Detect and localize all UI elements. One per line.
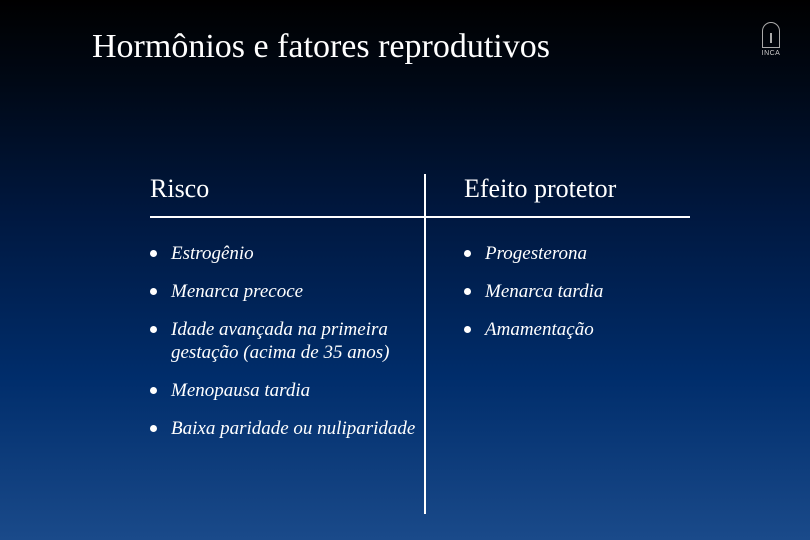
list-item-text: Baixa paridade ou nuliparidade	[171, 417, 415, 441]
list-item: Amamentação	[464, 318, 730, 342]
risk-list: Estrogênio Menarca precoce Idade avançad…	[150, 242, 416, 441]
list-item: Progesterona	[464, 242, 730, 266]
bullet-icon	[464, 250, 471, 257]
list-item-text: Estrogênio	[171, 242, 254, 266]
horizontal-divider	[150, 216, 690, 218]
column-header-risk: Risco	[150, 174, 416, 212]
list-item-text: Menarca tardia	[485, 280, 603, 304]
column-header-protective: Efeito protetor	[464, 174, 730, 212]
bullet-icon	[464, 326, 471, 333]
bullet-icon	[150, 288, 157, 295]
protective-list: Progesterona Menarca tardia Amamentação	[464, 242, 730, 341]
list-item-text: Menopausa tardia	[171, 379, 310, 403]
list-item: Menopausa tardia	[150, 379, 416, 403]
slide-title: Hormônios e fatores reprodutivos	[92, 28, 550, 66]
vertical-divider	[424, 174, 426, 514]
bullet-icon	[150, 387, 157, 394]
list-item-text: Progesterona	[485, 242, 587, 266]
logo-icon	[762, 22, 780, 48]
list-item: Menarca precoce	[150, 280, 416, 304]
bullet-icon	[464, 288, 471, 295]
list-item-text: Amamentação	[485, 318, 594, 342]
list-item: Menarca tardia	[464, 280, 730, 304]
logo-text: INCA	[762, 50, 781, 57]
list-item: Idade avançada na primeira gestação (aci…	[150, 318, 416, 366]
bullet-icon	[150, 326, 157, 333]
list-item: Estrogênio	[150, 242, 416, 266]
list-item-text: Idade avançada na primeira gestação (aci…	[171, 318, 416, 366]
bullet-icon	[150, 250, 157, 257]
bullet-icon	[150, 425, 157, 432]
list-item-text: Menarca precoce	[171, 280, 303, 304]
inca-logo: INCA	[756, 18, 786, 60]
list-item: Baixa paridade ou nuliparidade	[150, 417, 416, 441]
